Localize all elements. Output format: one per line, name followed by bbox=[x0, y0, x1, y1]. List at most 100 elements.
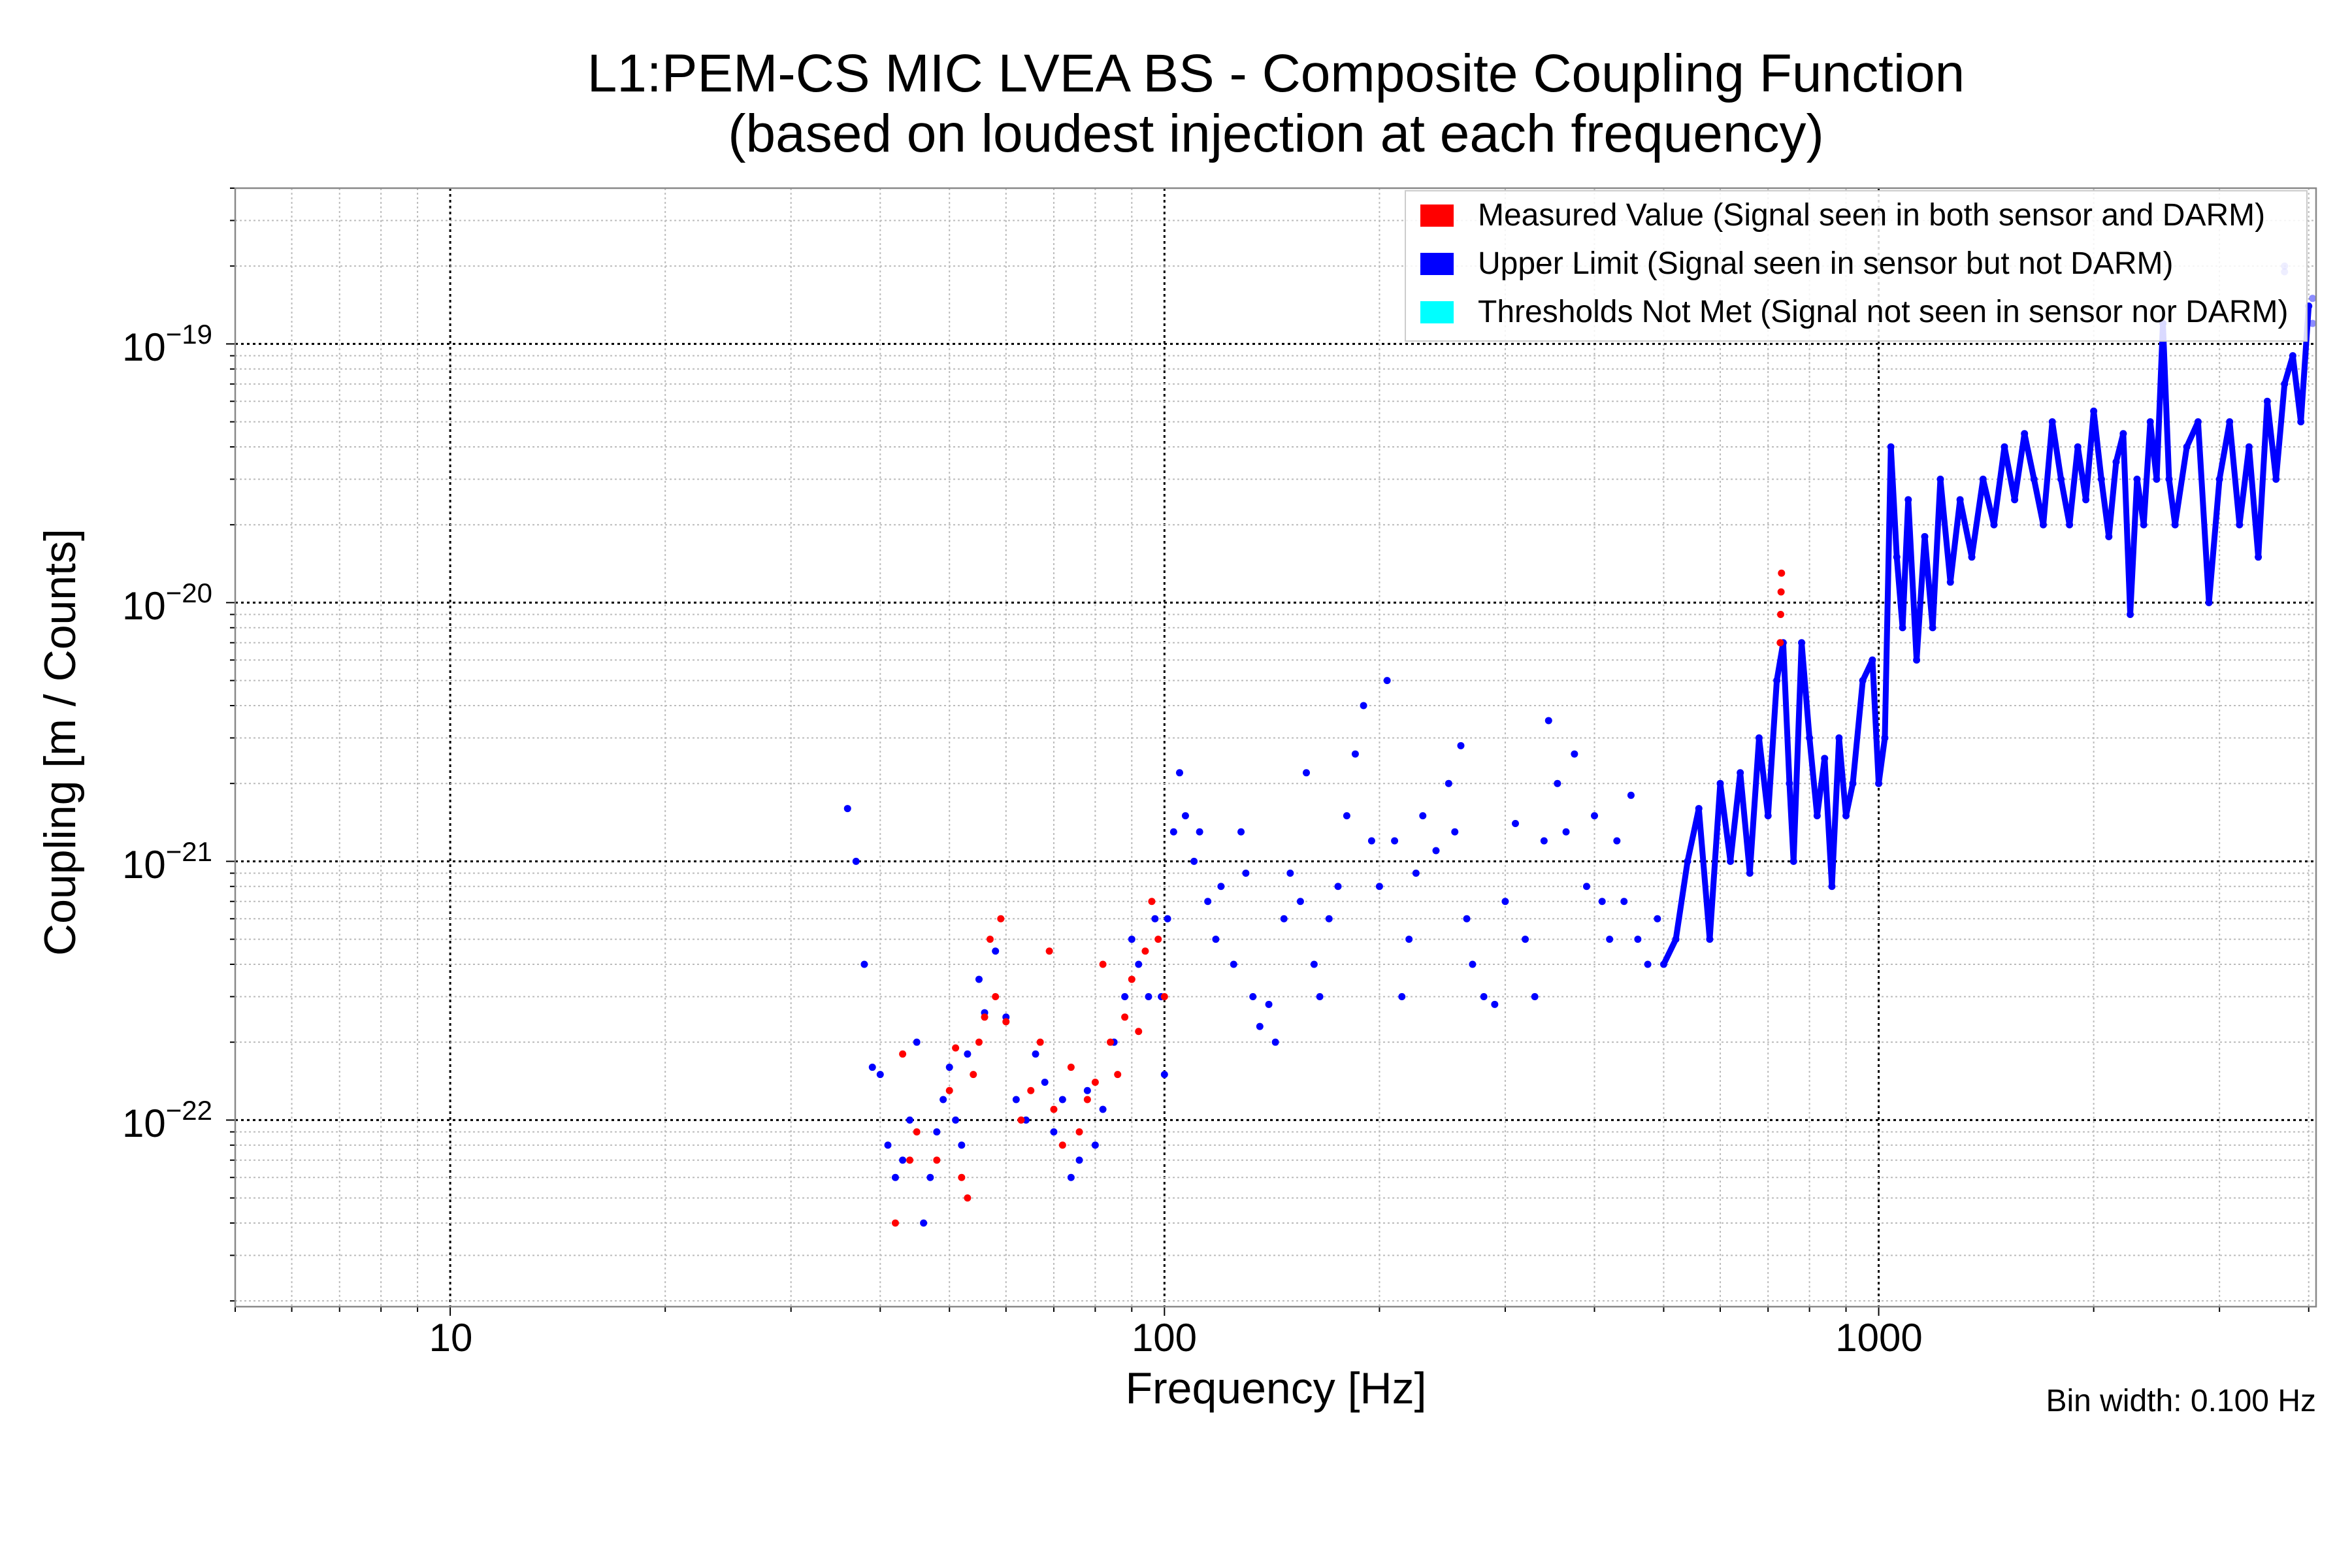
upper-limit-point bbox=[1936, 475, 1944, 483]
x-tick-label-100: 100 bbox=[1132, 1316, 1197, 1360]
upper-limit-point bbox=[1979, 475, 1987, 483]
upper-limit-point bbox=[2215, 475, 2223, 483]
measured-value-point bbox=[1107, 1038, 1115, 1046]
measured-value-point bbox=[1141, 947, 1149, 955]
upper-limit-point bbox=[1242, 870, 1250, 877]
upper-limit-point bbox=[2048, 418, 2056, 426]
legend-swatch-thresholds-not-met bbox=[1420, 301, 1454, 323]
measured-value-point bbox=[1128, 975, 1135, 983]
upper-limit-point bbox=[1196, 828, 1203, 836]
upper-limit-point bbox=[1887, 443, 1895, 451]
upper-limit-point bbox=[1613, 837, 1621, 845]
upper-limit-point bbox=[1659, 960, 1667, 968]
upper-limit-point bbox=[2082, 496, 2090, 504]
upper-limit-point bbox=[1893, 553, 1901, 561]
upper-limit-point bbox=[1755, 734, 1763, 742]
upper-limit-point bbox=[2165, 475, 2173, 483]
upper-limit-point bbox=[1375, 883, 1383, 890]
legend-label-thresholds-not-met: Thresholds Not Met (Signal not seen in s… bbox=[1478, 295, 2289, 329]
upper-limit-point bbox=[952, 1116, 960, 1124]
measured-value-point bbox=[1067, 1064, 1075, 1071]
upper-limit-point bbox=[1672, 936, 1680, 943]
upper-limit-point bbox=[1929, 624, 1936, 632]
bin-width-annotation: Bin width: 0.100 Hz bbox=[2046, 1384, 2316, 1418]
upper-limit-point bbox=[1511, 820, 1519, 828]
upper-limit-point bbox=[1451, 828, 1459, 836]
upper-limit-point bbox=[1842, 812, 1850, 820]
upper-limit-point bbox=[1606, 936, 1614, 943]
upper-limit-point bbox=[1128, 936, 1135, 943]
upper-limit-point bbox=[2097, 475, 2105, 483]
upper-limit-point bbox=[1562, 828, 1570, 836]
upper-limit-point bbox=[1913, 656, 1921, 664]
upper-limit-point bbox=[1445, 779, 1452, 787]
upper-limit-point bbox=[958, 1141, 966, 1149]
measured-value-point bbox=[970, 1071, 977, 1079]
upper-limit-point bbox=[1343, 812, 1350, 820]
upper-limit-point bbox=[2153, 475, 2161, 483]
upper-limit-point bbox=[1256, 1022, 1264, 1030]
upper-limit-point bbox=[852, 857, 860, 865]
measured-value-point bbox=[1002, 1018, 1010, 1026]
upper-limit-point bbox=[1303, 769, 1311, 777]
upper-limit-point bbox=[2245, 443, 2253, 451]
upper-limit-point bbox=[1280, 915, 1288, 923]
measured-value-point bbox=[945, 1086, 953, 1094]
measured-value-point bbox=[958, 1173, 966, 1181]
upper-limit-point bbox=[1265, 1000, 1273, 1008]
upper-limit-point bbox=[1135, 960, 1143, 968]
measured-value-point bbox=[1776, 639, 1784, 647]
upper-limit-point bbox=[933, 1128, 941, 1136]
upper-limit-point bbox=[1968, 553, 1976, 561]
upper-limit-point bbox=[2066, 521, 2074, 529]
upper-limit-point bbox=[2281, 380, 2289, 388]
measured-value-point bbox=[964, 1194, 972, 1202]
measured-value-point bbox=[1058, 1141, 1066, 1149]
upper-limit-point bbox=[2021, 430, 2029, 438]
upper-limit-point bbox=[2194, 418, 2202, 426]
upper-limit-point bbox=[1501, 898, 1509, 906]
upper-limit-point bbox=[1391, 837, 1399, 845]
upper-limit-point bbox=[1316, 992, 1324, 1000]
upper-limit-point bbox=[1099, 1105, 1107, 1113]
upper-limit-point bbox=[1175, 769, 1183, 777]
upper-limit-point bbox=[891, 1173, 899, 1181]
x-axis-label: Frequency [Hz] bbox=[1125, 1364, 1426, 1413]
upper-limit-point bbox=[2039, 521, 2047, 529]
upper-limit-point bbox=[1828, 883, 1836, 890]
upper-limit-point bbox=[1522, 936, 1529, 943]
upper-limit-point bbox=[1531, 992, 1539, 1000]
measured-value-point bbox=[1776, 611, 1784, 619]
upper-limit-point bbox=[1881, 734, 1889, 742]
x-tick-label-10: 10 bbox=[429, 1316, 473, 1360]
upper-limit-point bbox=[2140, 521, 2148, 529]
upper-limit-point bbox=[2297, 418, 2305, 426]
measured-value-point bbox=[1114, 1071, 1122, 1079]
upper-limit-point bbox=[1620, 898, 1628, 906]
upper-limit-point bbox=[1491, 1000, 1499, 1008]
upper-limit-point bbox=[1727, 857, 1735, 865]
y-tick-label-1e-21: 10−21 bbox=[122, 836, 212, 887]
upper-limit-point bbox=[1821, 755, 1829, 762]
upper-limit-point bbox=[1271, 1038, 1279, 1046]
upper-limit-point bbox=[2057, 475, 2065, 483]
upper-limit-point bbox=[1212, 936, 1220, 943]
upper-limit-point bbox=[1075, 1156, 1083, 1164]
upper-limit-point bbox=[1169, 828, 1177, 836]
upper-limit-point bbox=[2289, 352, 2296, 360]
legend-swatch-measured bbox=[1420, 204, 1454, 227]
upper-limit-point bbox=[1835, 734, 1843, 742]
grid-lines bbox=[235, 188, 2316, 1307]
upper-limit-point bbox=[945, 1064, 953, 1071]
upper-limit-point bbox=[1367, 837, 1375, 845]
upper-limit-point bbox=[1012, 1096, 1020, 1103]
measured-value-point bbox=[1091, 1079, 1099, 1086]
chart-title-line-2: (based on loudest injection at each freq… bbox=[728, 104, 1824, 163]
upper-limit-point bbox=[964, 1050, 972, 1058]
upper-limit-point bbox=[1773, 677, 1781, 685]
upper-limit-point bbox=[876, 1071, 884, 1079]
upper-limit-point bbox=[1554, 779, 1561, 787]
legend-label-measured: Measured Value (Signal seen in both sens… bbox=[1478, 198, 2265, 233]
upper-limit-point bbox=[926, 1173, 934, 1181]
